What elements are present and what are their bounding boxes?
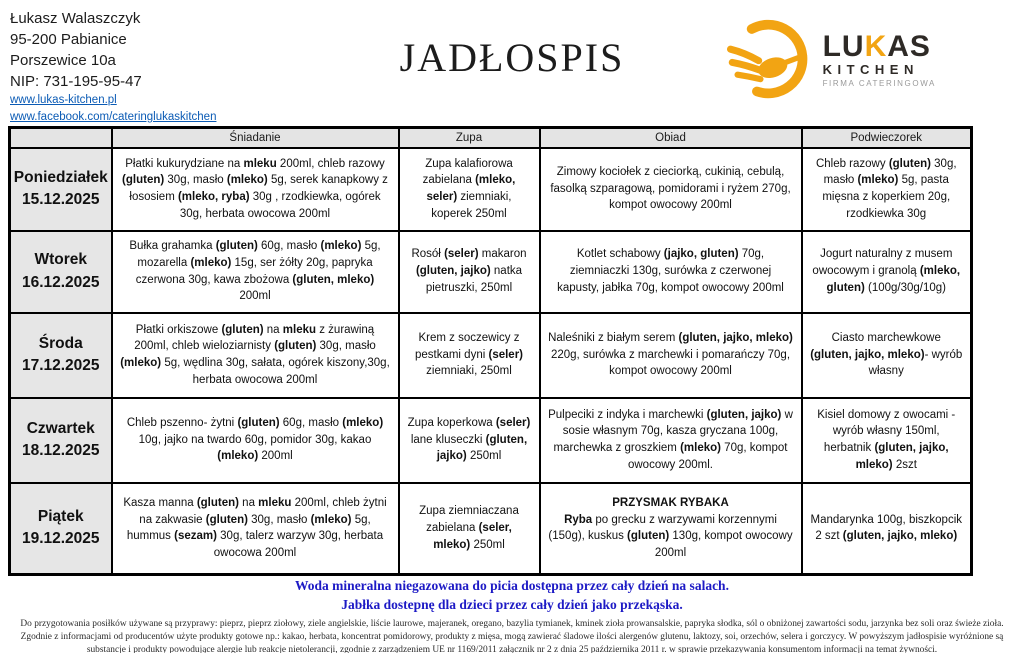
table-row-wednesday: Środa 17.12.2025 Płatki orkiszowe (gluten… <box>8 311 973 399</box>
note-water: Woda mineralna niegazowana do picia dost… <box>295 578 729 593</box>
facebook-link[interactable]: www.facebook.com/cateringlukaskitchen <box>10 111 217 123</box>
page-title: JADŁOSPIS <box>399 35 625 80</box>
soup-cell: Krem z soczewicy z pestkami dyni (seler)… <box>397 311 541 399</box>
logo: LUKAS KITCHEN FIRMA CATERINGOWA <box>726 14 936 107</box>
menu-table: Śniadanie Zupa Obiad Podwieczorek Ponied… <box>8 126 973 576</box>
website-link[interactable]: www.lukas-kitchen.pl <box>10 94 117 106</box>
chef-hand-spoon-icon <box>726 14 815 107</box>
snack-cell: Ciasto marchewkowe (gluten, jajko, mleko… <box>800 311 973 399</box>
soup-cell: Zupa ziemniaczana zabielana (seler, mlek… <box>397 481 541 576</box>
allergen-disclaimer: Do przygotowania posiłków używane są prz… <box>20 619 1004 653</box>
table-row-friday: Piątek 19.12.2025 Kasza manna (gluten) na… <box>8 481 973 576</box>
dinner-cell: Naleśniki z białym serem (gluten, jajko,… <box>538 311 803 399</box>
note-apples: Jabłka dostepnę dla dzieci przez cały dz… <box>341 597 683 612</box>
table-row-monday: Poniedziałek 15.12.2025 Płatki kukurydzia… <box>8 146 973 232</box>
table-row-tuesday: Wtorek 16.12.2025 Bułka grahamka (gluten)… <box>8 229 973 314</box>
dinner-cell: PRZYSMAK RYBAKA Ryba po grecku z warzywa… <box>538 481 803 576</box>
breakfast-cell: Kasza manna (gluten) na mleku 200ml, chl… <box>110 481 400 576</box>
column-header-dinner: Obiad <box>538 126 803 149</box>
contact-postal-city: 95-200 Pabianice <box>10 31 127 48</box>
snack-cell: Chleb razowy (gluten) 30g, masło (mleko)… <box>800 146 973 232</box>
snack-cell: Mandarynka 100g, biszkopcik 2 szt (glute… <box>800 481 973 576</box>
logo-word: LUKAS <box>822 29 931 63</box>
soup-cell: Zupa kalafiorowa zabielana (mleko, seler… <box>397 146 541 232</box>
logo-accent-letter: K <box>864 29 888 63</box>
contact-name: Łukasz Walaszczyk <box>10 10 141 27</box>
dinner-cell: Kotlet schabowy (jajko, gluten) 70g, zie… <box>538 229 803 314</box>
contact-street: Porszewice 10a <box>10 52 116 69</box>
soup-cell: Zupa koperkowa (seler) lane kluseczki (g… <box>397 396 541 484</box>
breakfast-cell: Chleb pszenno- żytni (gluten) 60g, masło… <box>110 396 400 484</box>
column-header-breakfast: Śniadanie <box>110 126 400 149</box>
column-header-day <box>8 126 113 149</box>
day-cell: Czwartek 18.12.2025 <box>8 396 113 484</box>
dinner-cell: Pulpeciki z indyka i marchewki (gluten, … <box>538 396 803 484</box>
soup-cell: Rosół (seler) makaron (gluten, jajko) na… <box>397 229 541 314</box>
day-cell: Piątek 19.12.2025 <box>8 481 113 576</box>
column-header-snack: Podwieczorek <box>800 126 973 149</box>
table-row-thursday: Czwartek 18.12.2025 Chleb pszenno- żytni … <box>8 396 973 484</box>
contact-nip: NIP: 731-195-95-47 <box>10 73 142 90</box>
contact-block: Łukasz Walaszczyk 95-200 Pabianice Porsz… <box>10 8 310 126</box>
day-cell: Środa 17.12.2025 <box>8 311 113 399</box>
day-cell: Poniedziałek 15.12.2025 <box>8 146 113 232</box>
logo-wordmark: LUKAS KITCHEN FIRMA CATERINGOWA <box>822 29 936 90</box>
breakfast-cell: Płatki orkiszowe (gluten) na mleku z żur… <box>110 311 400 399</box>
snack-cell: Kisiel domowy z owocami - wyrób własny 1… <box>800 396 973 484</box>
day-cell: Wtorek 16.12.2025 <box>8 229 113 314</box>
page-header: Łukasz Walaszczyk 95-200 Pabianice Porsz… <box>10 8 1014 126</box>
logo-subtitle: KITCHEN <box>822 61 919 77</box>
breakfast-cell: Płatki kukurydziane na mleku 200ml, chle… <box>110 146 400 232</box>
breakfast-cell: Bułka grahamka (gluten) 60g, masło (mlek… <box>110 229 400 314</box>
daily-notes: Woda mineralna niegazowana do picia dost… <box>0 576 1024 614</box>
column-header-soup: Zupa <box>397 126 541 149</box>
table-header-row: Śniadanie Zupa Obiad Podwieczorek <box>8 126 973 149</box>
snack-cell: Jogurt naturalny z musem owocowym i gran… <box>800 229 973 314</box>
logo-tagline: FIRMA CATERINGOWA <box>822 78 936 88</box>
dinner-cell: Zimowy kociołek z cieciorką, cukinią, ce… <box>538 146 803 232</box>
